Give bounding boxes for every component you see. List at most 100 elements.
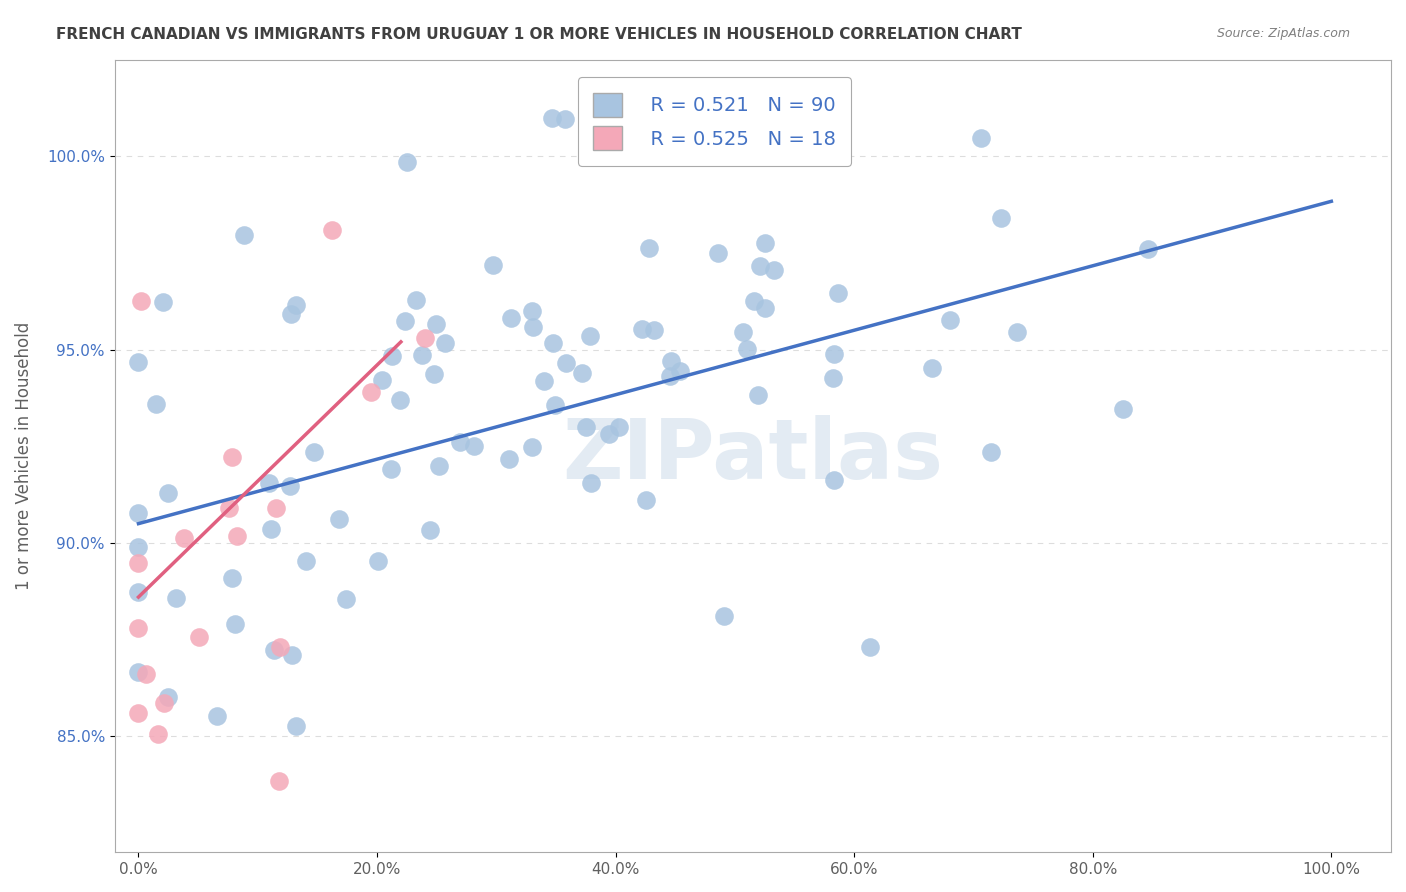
Point (598, 427, 620, 442)
Point (980, 444, 1002, 458)
Point (970, 130, 993, 145)
Point (669, 364, 692, 378)
Point (533, 374, 555, 388)
Point (823, 371, 845, 385)
Point (280, 307, 302, 321)
Point (157, 486, 180, 500)
Point (938, 313, 960, 327)
Point (411, 348, 433, 362)
Point (226, 529, 249, 543)
Point (754, 235, 776, 250)
Point (520, 440, 543, 454)
Legend:   R = 0.521   N = 90,   R = 0.525   N = 18: R = 0.521 N = 90, R = 0.525 N = 18 (578, 78, 852, 166)
Point (423, 367, 446, 381)
Point (224, 616, 246, 631)
Point (188, 630, 211, 644)
Point (165, 591, 187, 605)
Text: FRENCH CANADIAN VS IMMIGRANTS FROM URUGUAY 1 OR MORE VEHICLES IN HOUSEHOLD CORRE: FRENCH CANADIAN VS IMMIGRANTS FROM URUGU… (56, 27, 1022, 42)
Point (218, 500, 240, 515)
Point (360, 384, 382, 399)
Point (733, 325, 755, 339)
Point (425, 317, 447, 331)
Point (367, 554, 389, 568)
Point (129, 294, 152, 309)
Point (281, 648, 304, 663)
Point (498, 451, 520, 466)
Point (433, 336, 456, 351)
Point (152, 696, 174, 710)
Point (413, 331, 436, 345)
Point (260, 522, 283, 536)
Point (1137, 242, 1160, 256)
Point (328, 512, 350, 526)
Point (522, 320, 544, 334)
Text: ZIPatlas: ZIPatlas (562, 416, 943, 497)
Point (823, 347, 845, 361)
Point (127, 540, 149, 554)
Point (146, 727, 169, 741)
Point (659, 354, 682, 368)
Point (575, 420, 598, 434)
Point (394, 314, 416, 328)
Text: Source: ZipAtlas.com: Source: ZipAtlas.com (1216, 27, 1350, 40)
Point (285, 298, 308, 312)
Point (581, 476, 603, 491)
Point (371, 372, 394, 386)
Point (427, 459, 450, 474)
Point (463, 439, 485, 453)
Y-axis label: 1 or more Vehicles in Household: 1 or more Vehicles in Household (15, 322, 32, 591)
Point (990, 211, 1012, 225)
Point (335, 592, 357, 607)
Point (607, 419, 630, 434)
Point (278, 479, 301, 493)
Point (321, 223, 343, 237)
Point (285, 719, 308, 733)
Point (145, 397, 167, 411)
Point (544, 398, 567, 412)
Point (381, 349, 404, 363)
Point (127, 706, 149, 720)
Point (747, 388, 769, 402)
Point (152, 295, 174, 310)
Point (135, 667, 157, 681)
Point (636, 492, 658, 507)
Point (754, 301, 776, 315)
Point (554, 112, 576, 127)
Point (405, 293, 427, 308)
Point (859, 640, 882, 655)
Point (555, 356, 578, 370)
Point (127, 557, 149, 571)
Point (706, 246, 728, 260)
Point (763, 263, 786, 277)
Point (173, 531, 195, 545)
Point (827, 286, 849, 301)
Point (501, 311, 523, 326)
Point (259, 475, 281, 490)
Point (735, 342, 758, 356)
Point (221, 571, 243, 585)
Point (207, 708, 229, 723)
Point (644, 323, 666, 337)
Point (631, 322, 654, 336)
Point (221, 450, 243, 464)
Point (749, 259, 772, 273)
Point (744, 294, 766, 309)
Point (233, 228, 256, 243)
Point (127, 621, 149, 635)
Point (823, 473, 845, 487)
Point (638, 242, 661, 256)
Point (389, 392, 412, 407)
Point (571, 366, 593, 380)
Point (295, 553, 318, 567)
Point (127, 585, 149, 599)
Point (380, 462, 402, 476)
Point (269, 640, 291, 654)
Point (543, 335, 565, 350)
Point (921, 361, 943, 376)
Point (302, 444, 325, 458)
Point (1111, 401, 1133, 416)
Point (157, 690, 180, 704)
Point (264, 501, 287, 516)
Point (449, 434, 471, 449)
Point (481, 258, 503, 272)
